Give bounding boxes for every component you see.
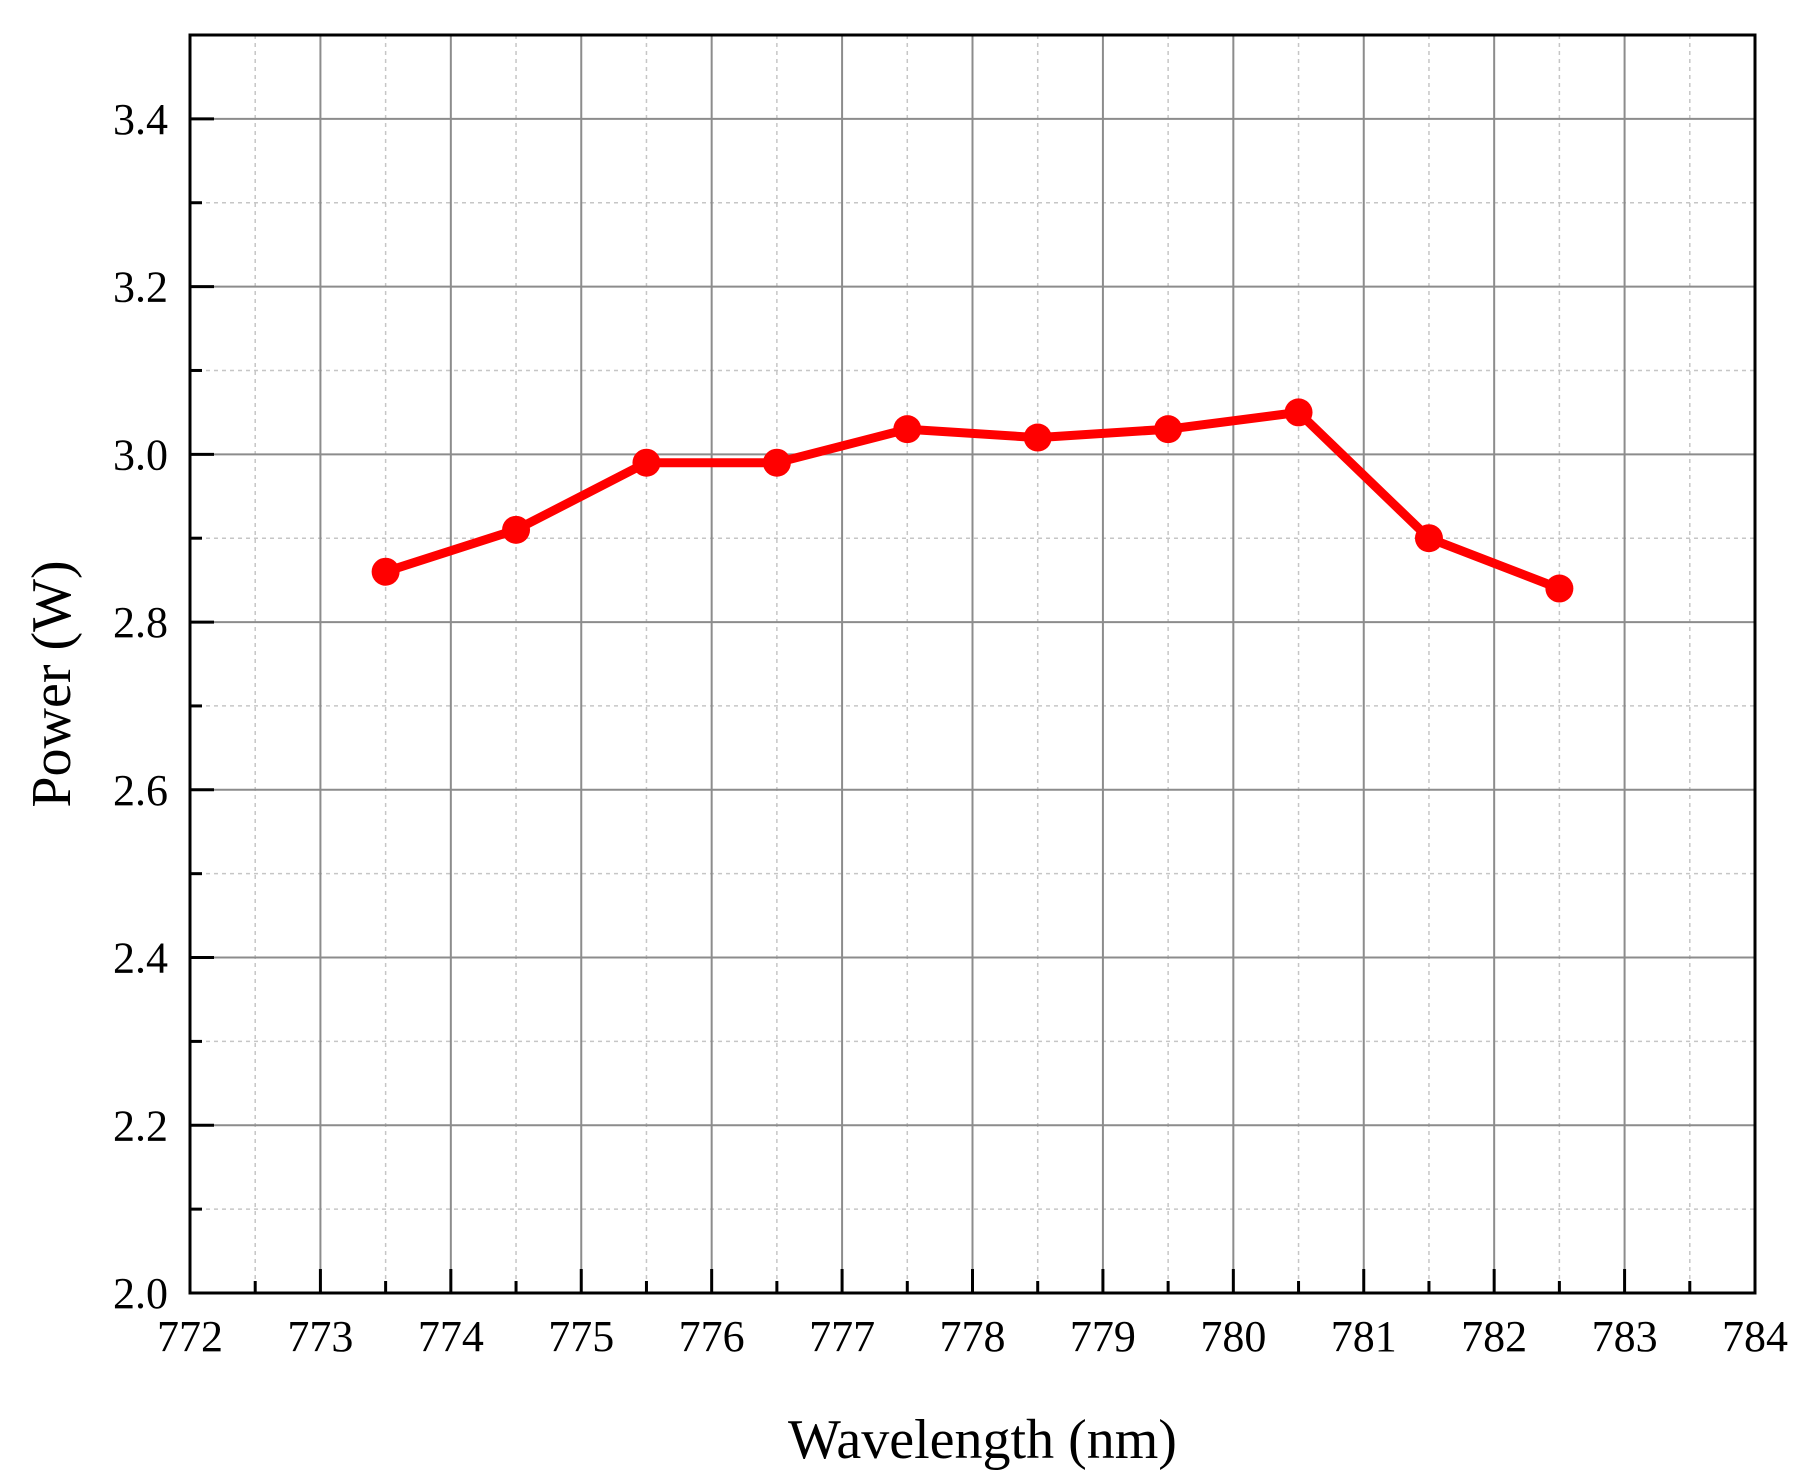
x-tick-label: 777 [809, 1312, 875, 1361]
y-tick-label: 2.6 [113, 766, 168, 815]
data-series [371, 398, 1574, 603]
y-tick-labels: 2.0 2.2 2.4 2.6 2.8 3.0 3.2 3.4 [113, 95, 168, 1318]
axis-ticks [188, 33, 1757, 1295]
x-tick-label: 772 [157, 1312, 223, 1361]
data-point [1545, 574, 1574, 603]
data-point [1154, 415, 1183, 444]
data-point [632, 448, 661, 477]
x-tick-label: 780 [1200, 1312, 1266, 1361]
y-tick-label: 2.4 [113, 934, 168, 983]
data-point [762, 448, 791, 477]
x-tick-label: 784 [1722, 1312, 1788, 1361]
data-point [1414, 524, 1443, 553]
x-tick-label: 778 [940, 1312, 1006, 1361]
x-tick-label: 776 [679, 1312, 745, 1361]
data-point [502, 515, 531, 544]
x-tick-label: 781 [1331, 1312, 1397, 1361]
x-tick-label: 782 [1461, 1312, 1527, 1361]
x-axis-title: Wavelength (nm) [788, 1409, 1177, 1471]
y-axis-title: Power (W) [21, 560, 83, 807]
data-point [1023, 423, 1052, 452]
y-tick-label: 3.2 [113, 263, 168, 312]
major-grid [190, 35, 1755, 1293]
x-tick-label: 773 [287, 1312, 353, 1361]
data-point [893, 415, 922, 444]
data-point [371, 557, 400, 586]
y-tick-label: 2.8 [113, 598, 168, 647]
series-line [381, 407, 1564, 593]
y-tick-label: 2.2 [113, 1101, 168, 1150]
y-tick-label: 3.4 [113, 95, 168, 144]
x-tick-label: 775 [548, 1312, 614, 1361]
y-tick-label: 3.0 [113, 430, 168, 479]
y-tick-label: 2.0 [113, 1269, 168, 1318]
data-point [1284, 398, 1313, 427]
x-tick-label: 783 [1592, 1312, 1658, 1361]
x-tick-label: 779 [1070, 1312, 1136, 1361]
x-tick-label: 774 [418, 1312, 484, 1361]
x-tick-labels: 772 773 774 775 776 777 778 779 780 781 782 783 784 [157, 1312, 1788, 1361]
